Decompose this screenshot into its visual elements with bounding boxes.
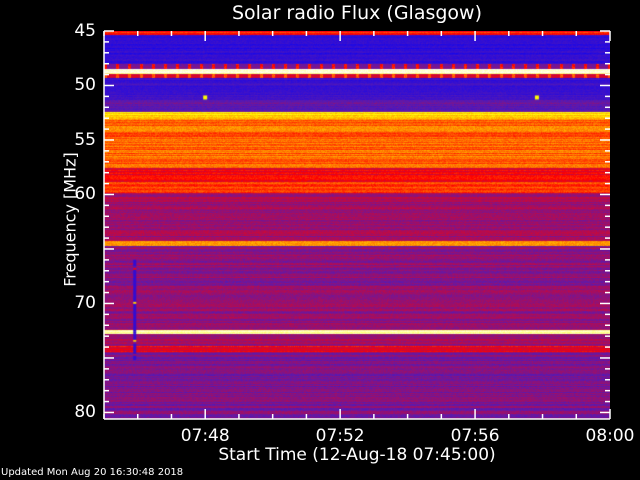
y-tick-label: 60 xyxy=(74,184,96,205)
spectrogram-plot xyxy=(104,31,610,419)
x-axis-label: Start Time (12-Aug-18 07:45:00) xyxy=(218,445,496,465)
x-tick-label: 07:52 xyxy=(315,426,365,446)
x-tick-label: 07:48 xyxy=(180,426,230,446)
y-tick-label: 45 xyxy=(74,21,96,41)
chart-title: Solar radio Flux (Glasgow) xyxy=(231,2,483,24)
y-tick-label: 55 xyxy=(74,129,96,150)
updated-timestamp: Updated Mon Aug 20 16:30:48 2018 xyxy=(1,467,184,478)
y-tick-label: 70 xyxy=(74,293,96,314)
y-tick-label: 80 xyxy=(74,402,96,423)
x-tick-label: 08:00 xyxy=(585,426,635,446)
y-tick-label: 50 xyxy=(74,75,96,96)
x-tick-label: 07:56 xyxy=(450,426,500,446)
